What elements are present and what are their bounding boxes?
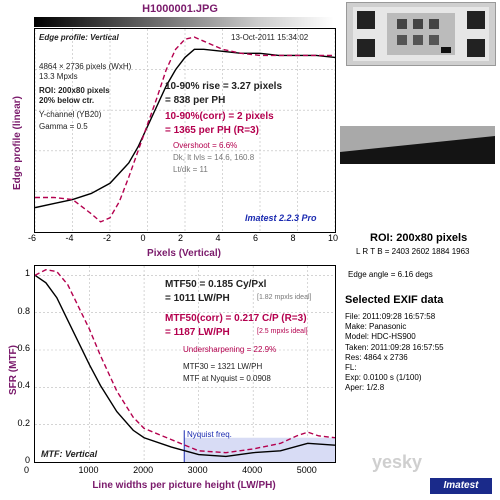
dark-light-levels: Dk, lt lvls = 14.6, 160.8 [173, 153, 255, 162]
nyquist-label: Nyquist freq. [187, 430, 232, 439]
watermark-logo: yesky [372, 452, 423, 472]
edge-profile-plot: Edge profile: Vertical 13-Oct-2011 15:34… [34, 28, 336, 233]
exif-row: FL: [345, 363, 357, 373]
edge-x-tick: -4 [65, 233, 74, 243]
mtf-y-tick: 0.8 [17, 305, 30, 316]
edge-x-tick: 4 [215, 233, 221, 243]
exif-row: File: 2011:09:28 16:57:58 [345, 312, 436, 321]
image-pixels: 4864 × 2736 pixels (WxH) [39, 62, 132, 71]
mtf-y-tick: 0.6 [17, 343, 30, 353]
mtf30-value: MTF30 = 1321 LW/PH [183, 362, 263, 371]
edge-x-tick: 10 [328, 233, 339, 243]
roi-crop-image [340, 126, 495, 164]
mtf-line [35, 274, 335, 458]
file-title: H1000001.JPG [142, 3, 218, 15]
edge-plot-title: Edge profile: Vertical [39, 33, 119, 42]
mtf50-ideal: [1.82 mpxls ideal] [257, 294, 312, 301]
exif-row: Taken: 2011:09:28 16:57:55 [345, 342, 444, 352]
imatest-brand: Imatest 2.2.3 Pro [245, 213, 317, 223]
exif-row: Make: Panasonic [345, 322, 407, 332]
rise-per-ph: = 838 per PH [165, 95, 226, 106]
mtf-plot: MTF50 = 0.185 Cy/Pxl = 1011 LW/PH [1.82 … [34, 265, 336, 463]
exif-row: Model: HDC-HS900 [345, 332, 416, 342]
edge-x-tick: -6 [28, 233, 37, 243]
light-dark-ratio: Lt/dk = 11 [173, 165, 208, 174]
undersharpening: Undersharpening = 22.9% [183, 345, 277, 354]
imatest-logo: Imatest [430, 478, 492, 494]
edge-date: 13-Oct-2011 15:34:02 [231, 33, 309, 42]
nyquist-shade [184, 437, 335, 462]
edge-x-tick: 2 [178, 233, 184, 243]
mtf-plot-title: MTF: Vertical [41, 449, 98, 459]
edge-y-label: Edge profile (linear) [12, 96, 23, 190]
mtf-x-tick: 0 [24, 465, 30, 475]
mtf-x-tick: 4000 [242, 465, 263, 475]
roi-size: ROI: 200x80 pixels [39, 86, 110, 95]
roi-info-title: ROI: 200x80 pixels [370, 232, 468, 244]
edge-x-tick: 0 [140, 233, 146, 243]
mtf-x-label: Line widths per picture height (LW/PH) [92, 480, 276, 491]
exif-row: Exp: 0.0100 s (1/100) [345, 373, 422, 383]
mtf50-lwph: = 1011 LW/PH [165, 293, 230, 304]
roi-position: 20% below ctr. [39, 96, 95, 105]
roi-lrtb: L R T B = 2403 2602 1884 1963 [356, 247, 470, 256]
mtf50-value: MTF50 = 0.185 Cy/Pxl [165, 279, 267, 290]
edge-x-tick: -2 [103, 233, 112, 243]
rise-corr-value: 10-90%(corr) = 2 pixels [165, 111, 274, 122]
tone-gradient-bar [34, 17, 334, 27]
mtf-y-tick: 0.4 [17, 380, 30, 391]
channel-label: Y-channel (YB20) [39, 110, 102, 119]
mtf-y-tick: 0 [24, 455, 30, 465]
gamma-label: Gamma = 0.5 [39, 122, 88, 131]
edge-profile-corrected-line [35, 36, 335, 223]
mtf-x-tick: 3000 [187, 465, 208, 475]
mtf-nyquist: MTF at Nyquist = 0.0908 [183, 374, 271, 383]
exif-title: Selected EXIF data [345, 294, 444, 306]
mtf-corrected-line [35, 269, 335, 454]
exif-list: File: 2011:09:28 16:57:58 Make: Panasoni… [345, 312, 444, 394]
mtf-y-tick: 1 [24, 268, 30, 279]
exif-row: Aper: 1/2.8 [345, 383, 385, 393]
edge-angle: Edge angle = 6.16 degs [348, 270, 433, 279]
edge-x-label: Pixels (Vertical) [147, 248, 221, 259]
overshoot-value: Overshoot = 6.6% [173, 141, 238, 150]
mtf50-corr-lwph: = 1187 LW/PH [165, 327, 230, 338]
mtf50-corr-value: MTF50(corr) = 0.217 C/P (R=3) [165, 313, 307, 324]
mtf-x-tick: 2000 [133, 465, 154, 475]
mtf50-corr-ideal: [2.5 mpxls ideal] [257, 328, 308, 335]
test-chart-thumbnail [346, 2, 496, 66]
exif-row: Res: 4864 x 2736 [345, 352, 408, 362]
mtf-x-tick: 5000 [296, 465, 317, 475]
mtf-chart [35, 266, 335, 462]
mtf-y-tick: 0.2 [17, 417, 30, 428]
image-mpxls: 13.3 Mpxls [39, 72, 78, 81]
edge-x-tick: 6 [253, 233, 259, 243]
edge-x-tick: 8 [290, 233, 296, 243]
mtf-x-tick: 1000 [78, 465, 99, 475]
rise-corr-per-ph: = 1365 per PH (R=3) [165, 125, 259, 136]
edge-profile-chart [35, 29, 335, 232]
rise-value: 10-90% rise = 3.27 pixels [165, 81, 283, 92]
